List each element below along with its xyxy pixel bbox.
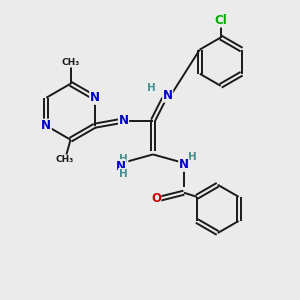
Text: Cl: Cl: [214, 14, 227, 27]
Text: N: N: [90, 91, 100, 104]
Text: CH₃: CH₃: [61, 58, 80, 67]
Text: N: N: [163, 89, 173, 102]
Text: N: N: [179, 158, 189, 171]
Text: O: O: [151, 192, 161, 205]
Text: H: H: [147, 83, 156, 93]
Text: N: N: [118, 114, 128, 127]
Text: CH₃: CH₃: [56, 155, 74, 164]
Text: H: H: [119, 154, 128, 164]
Text: H: H: [118, 169, 127, 178]
Text: H: H: [188, 152, 197, 162]
Text: N: N: [116, 160, 126, 173]
Text: N: N: [41, 119, 51, 132]
